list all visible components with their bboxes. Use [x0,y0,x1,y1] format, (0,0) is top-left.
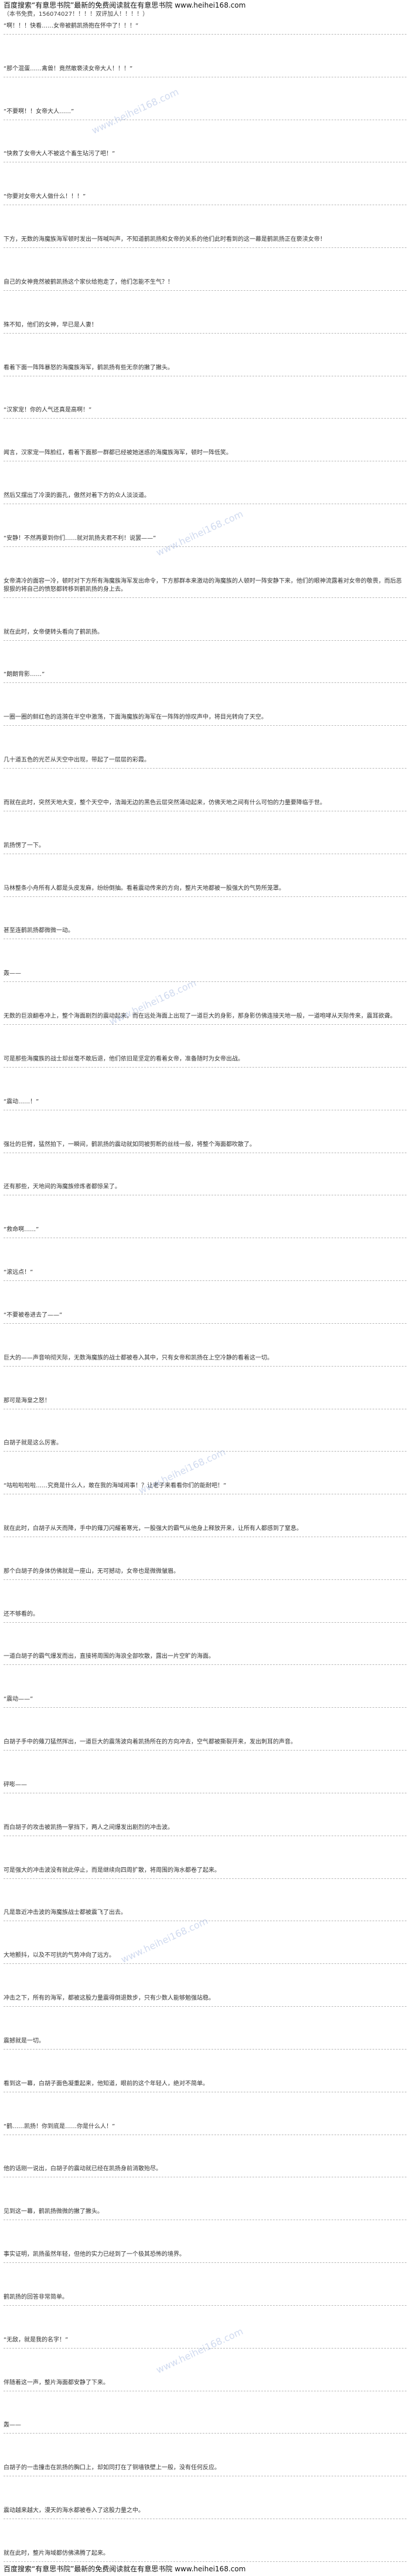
paragraph: 就在此时，白胡子从天而降，手中的薙刀闪耀着寒光，一股强大的霸气从他身上释放开来，… [4,1523,406,1537]
paragraph: 看到这一幕，白胡子面色凝重起来，他知道，眼前的这个年轻人，绝对不简单。 [4,2078,406,2092]
paragraph: 闻言，汉家宠一阵脸红，看着下面那一群都已经被她迷惑的海魔族海军，顿时一阵低笑。 [4,447,406,462]
paragraph: “震动——” [4,1693,406,1708]
paragraph: 而就在此时，突然天地大变，整个天空中，浩瀚无边的黑色云层突然涌动起来，仿佛天地之… [4,797,406,811]
paragraph: 白胡子就是这么厉害。 [4,1437,406,1452]
paragraph: 还有那些，天地间的海魔族修炼者都惊呆了。 [4,1181,406,1196]
paragraph: 而白胡子的攻击被凯扬一掌挡下，两人之间爆发出剧烈的冲击波。 [4,1821,406,1836]
paragraph: 白胡子的一击撞击在凯扬的胸口上，却如同打在了铜墙铁壁上一般，没有任何反应。 [4,2462,406,2477]
paragraph: 女帝清冷的面容一冷，顿时对下方所有海魔族海军发出命令，下方那群本来激动的海魔族的… [4,575,406,598]
paragraph: “无敌，就是我的名字！” [4,2334,406,2349]
paragraph: 还不够看的。 [4,1608,406,1623]
paragraph: “救命啊……” [4,1224,406,1239]
paragraph: “咕啦啦啦啦……究竟是什么人，敢在我的海域闹事！？让老子来看看你们的能耐吧！” [4,1480,406,1495]
paragraph: “汉家宠！你的人气还真是高啊！” [4,404,406,419]
paragraph: “滚远点！” [4,1266,406,1282]
paragraph: 伴随着这一声，整片海面都安静了下来。 [4,2377,406,2391]
paragraph: 震动越来越大，漫天的海水都被卷入了这股力量之中。 [4,2504,406,2520]
paragraph: 就在此时，整片海域都仿佛沸腾了起来。 [4,2547,406,2562]
paragraph: 可是强大的冲击波没有就此停止，而是继续向四周扩散，将周围的海水都卷了起来。 [4,1864,406,1879]
paragraph: 凯扬愣了一下。 [4,840,406,854]
paragraph: 白胡子手中的薙刀猛然挥出，一道巨大的震荡波向着凯扬所在的方向冲去，空气都被撕裂开… [4,1736,406,1751]
header-title: 百度搜索“有意思书院”最新的免费阅读就在有意思书院 www.heihei168.… [4,1,246,9]
paragraph: “震动……！” [4,1096,406,1110]
paragraph: 鹤凯扬的回答非常简单。 [4,2291,406,2306]
paragraph: 轰—— [4,2419,406,2434]
paragraph: 自己的女神竟然被鹤凯扬这个家伙给抱走了，他们怎能不生气？！ [4,276,406,291]
paragraph: 冲击之下，所有的海军，都被这股力量震得倒退数步，只有少数人能够勉强站稳。 [4,1992,406,2007]
paragraph: 轰—— [4,967,406,983]
paragraph: 甚至连鹤凯扬都微微一动。 [4,925,406,940]
paragraph: “不要被卷进去了——” [4,1309,406,1324]
header: 百度搜索“有意思书院”最新的免费阅读就在有意思书院 www.heihei168.… [0,0,410,20]
paragraph: 强壮的巨臂，猛然拍下，一瞬间，鹤凯扬的震动就如同被剪断的丝线一般，将整个海面都吹… [4,1139,406,1153]
paragraph: “安静！不然再要到你们……就对凯扬夫君不利！说罢——” [4,532,406,547]
paragraph: “你要对女帝大人做什么！！！” [4,191,406,206]
paragraph: 几十道五色的光芒从天空中出现，带起了一层层的彩霞。 [4,754,406,769]
paragraph: 震撼就是一切。 [4,2035,406,2050]
paragraph: “快救了女帝大人不被这个畜生玷污了吧！” [4,148,406,163]
paragraph: 那个白胡子的身体仿佛就是一座山，无可撼动，女帝也是微微皱眉。 [4,1565,406,1580]
paragraph: 巨大的——声音响彻天际，无数海魔族的战士都被卷入其中，只有女帝和凯扬在上空冷静的… [4,1352,406,1367]
paragraph: 殊不知，他们的女神，早已是人妻！ [4,319,406,334]
paragraph: “鹤……凯扬！你到底是……你是什么人！” [4,2120,406,2135]
paragraph: 事实证明，凯扬虽然年轻，但他的实力已经到了一个极其恐怖的境界。 [4,2248,406,2264]
paragraph: “不要啊！！女帝大人……” [4,106,406,120]
paragraph: “那个混蛋……禽兽！竟然敢亵渎女帝大人！！！” [4,63,406,77]
paragraph: 大地颤抖，以及不可抗的气势冲向了远方。 [4,1949,406,1965]
paragraph: “啊！！！快看……女帝被鹤凯扬抱在怀中了！！！” [4,20,406,35]
paragraph: 他的话刚一说出，白胡子的震动就已经在凯扬身前消散殆尽。 [4,2163,406,2178]
paragraph: 就在此时，女帝便转头看向了鹤凯扬。 [4,626,406,641]
article: “啊！！！快看……女帝被鹤凯扬抱在怀中了！！！” “那个混蛋……禽兽！竟然敢亵渎女… [0,20,410,2562]
header-note: （本书免费，156074027！！！！双评加人！！！！） [4,11,149,18]
paragraph: 砰嘭—— [4,1779,406,1793]
paragraph: 可是那些海魔族的战士却丝毫不敢后退，他们依旧是坚定的看着女帝，准备随时为女帝出战… [4,1053,406,1068]
paragraph: 见到这一幕，鹤凯扬微微的撇了撇头。 [4,2205,406,2221]
paragraph: 一圈一圈的鲜红色的涟漪在半空中激荡，下面海魔族的海军在一阵阵的惊叹声中，将目光转… [4,711,406,726]
paragraph: 下方，无数的海魔族海军顿时发出一阵喊叫声，不知道鹤凯扬和女帝的关系的他们此时看到… [4,233,406,249]
footer: 百度搜索“有意思书院”最新的免费阅读就在有意思书院 www.heihei168.… [4,2565,246,2573]
paragraph: 然后又摆出了冷漠的面孔，傲然对着下方的众人淡淡道。 [4,490,406,505]
paragraph: 看着下面一阵阵暴怒的海魔族海军，鹤凯扬有些无奈的撇了撇头。 [4,362,406,376]
paragraph: “朗朗背影……” [4,668,406,684]
paragraph: 那可是海皇之怒！ [4,1395,406,1409]
paragraph: 凡是靠近冲击波的海魔族战士都被震飞了出去。 [4,1906,406,1922]
paragraph: 无数的巨浪翻卷冲上，整个海面剧烈的震动起来，而在远处海面上出现了一道巨大的身影，… [4,1010,406,1025]
paragraph: 马林整条小舟所有人都是头皮发麻，纷纷倒抽。看着震动传来的方向，整片天地都被一股强… [4,882,406,897]
paragraph: 一道白胡子的霸气爆发而出，直接将周围的海浪全部吹散，露出一片空旷的海面。 [4,1650,406,1666]
